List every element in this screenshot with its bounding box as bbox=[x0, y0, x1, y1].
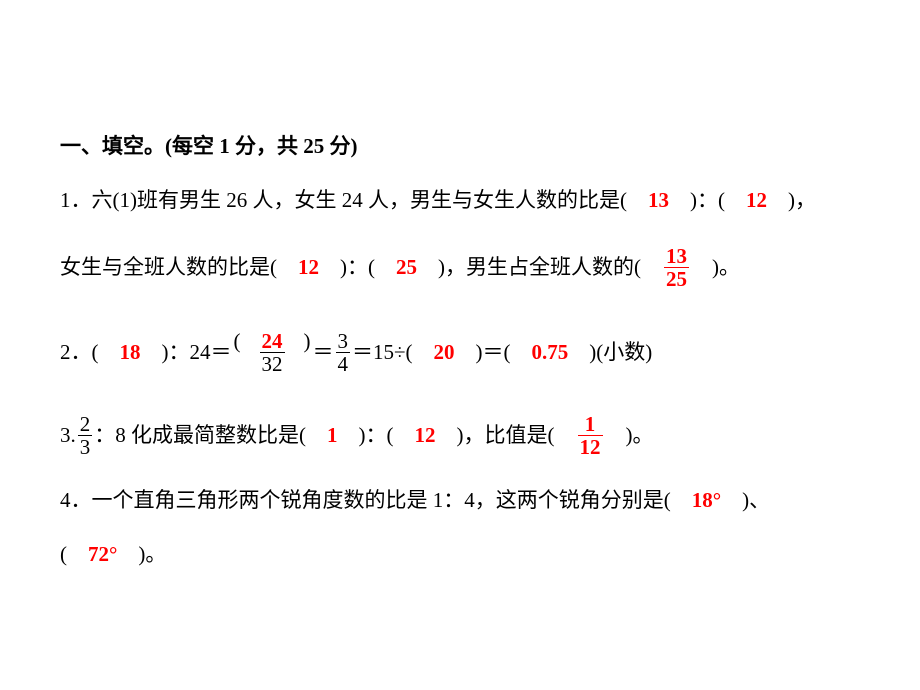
q1-text-a: 1．六(1)班有男生 26 人，女生 24 人，男生与女生人数的比是( bbox=[60, 184, 648, 218]
q2-frac-top-l: ( bbox=[234, 329, 262, 353]
q1-line2: 女生与全班人数的比是( 12 )：( 25 )，男生占全班人数的( 13 25 … bbox=[60, 245, 860, 290]
q3-ans2: 12 bbox=[415, 419, 436, 453]
q3-line: 3. 2 3 ：8 化成最简整数比是( 1 )：( 12 )，比值是( 1 12… bbox=[60, 413, 860, 458]
q4-line1: 4．一个直角三角形两个锐角度数的比是 1：4，这两个锐角分别是( 18° )、 bbox=[60, 484, 860, 518]
q2-ans1: 18 bbox=[120, 336, 141, 370]
q3-t3: )，比值是( bbox=[436, 419, 576, 453]
q3-frac: 2 3 bbox=[78, 413, 93, 458]
q4-l2b: )。 bbox=[117, 538, 166, 572]
q2-t4: )(小数) bbox=[568, 336, 652, 370]
q1-end1: )， bbox=[767, 184, 816, 218]
header-label: 一、填空。 bbox=[60, 130, 165, 164]
q4-l1a: 4．一个直角三角形两个锐角度数的比是 1：4，这两个锐角分别是( bbox=[60, 484, 692, 518]
q3-lead: 3. bbox=[60, 419, 76, 453]
q2-frac-top-ans: 24 bbox=[262, 329, 283, 353]
q3-f-den: 3 bbox=[78, 435, 93, 458]
q3-t2: )：( bbox=[338, 419, 415, 453]
q1-mid1: )：( bbox=[669, 184, 746, 218]
q3-ans1: 1 bbox=[327, 419, 338, 453]
q1-ans1: 13 bbox=[648, 184, 669, 218]
q1-mid3: )，男生占全班人数的( bbox=[417, 251, 662, 285]
q1-ans5-num: 13 bbox=[664, 245, 689, 267]
q1-mid2: )：( bbox=[319, 251, 396, 285]
q2-blank-fraction: ( 24 ) 32 bbox=[232, 330, 313, 375]
q2-f34-den: 4 bbox=[336, 352, 351, 375]
q2-frac-top-r: ) bbox=[283, 329, 311, 353]
section-header: 一、填空。 (每空 1 分，共 25 分) bbox=[60, 130, 860, 164]
q3-t1: ：8 化成最简整数比是( bbox=[94, 419, 327, 453]
q1-text-b1: 女生与全班人数的比是( bbox=[60, 251, 298, 285]
q3-f-num: 2 bbox=[78, 413, 93, 435]
q4-l1b: )、 bbox=[721, 484, 770, 518]
q1-ans3: 12 bbox=[298, 251, 319, 285]
q3-t4: )。 bbox=[605, 419, 654, 453]
q1-ans5-den: 25 bbox=[664, 267, 689, 290]
q2-f34-num: 3 bbox=[336, 330, 351, 352]
q2-eq1: ＝ bbox=[313, 336, 334, 370]
q4-ans2: 72° bbox=[88, 538, 117, 572]
q4-ans1: 18° bbox=[692, 484, 721, 518]
q2-t1: )：24＝ bbox=[141, 336, 232, 370]
q2-line: 2．( 18 )：24＝ ( 24 ) 32 ＝ 3 4 ＝15÷( 20 )＝… bbox=[60, 330, 860, 375]
q4-line2: ( 72° )。 bbox=[60, 538, 860, 572]
q4-l2a: ( bbox=[60, 538, 88, 572]
q1-ans4: 25 bbox=[396, 251, 417, 285]
q2-ans2: 20 bbox=[434, 336, 455, 370]
q2-ans3: 0.75 bbox=[532, 336, 569, 370]
q2-t2: ＝15÷( bbox=[352, 336, 434, 370]
q3-ans3-den: 12 bbox=[578, 435, 603, 458]
q3-ans3-num: 1 bbox=[583, 413, 598, 435]
q2-lead: 2．( bbox=[60, 336, 120, 370]
q2-frac-34: 3 4 bbox=[336, 330, 351, 375]
q1-line1: 1．六(1)班有男生 26 人，女生 24 人，男生与女生人数的比是( 13 )… bbox=[60, 184, 860, 218]
q2-t3: )＝( bbox=[455, 336, 532, 370]
q2-frac-bot: 32 bbox=[260, 352, 285, 375]
q3-ans3-fraction: 1 12 bbox=[578, 413, 603, 458]
q1-ans2: 12 bbox=[746, 184, 767, 218]
q1-ans5-fraction: 13 25 bbox=[664, 245, 689, 290]
header-note: (每空 1 分，共 25 分) bbox=[165, 130, 358, 164]
q1-end2: )。 bbox=[691, 251, 740, 285]
